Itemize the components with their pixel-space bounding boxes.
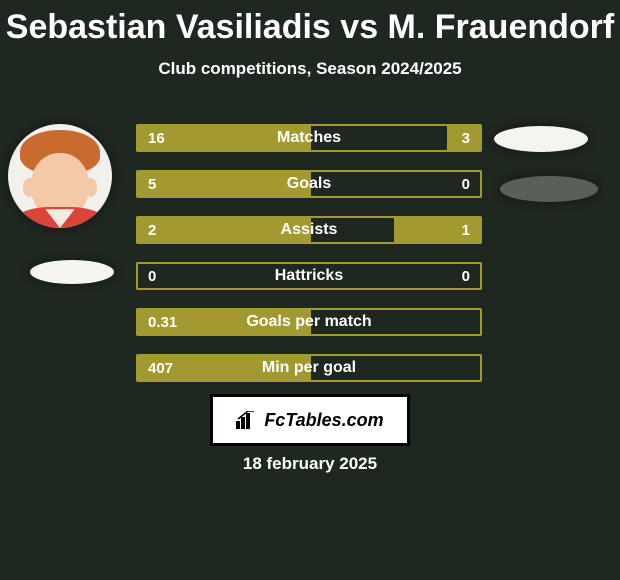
stat-row: 50Goals [136,170,482,198]
brand-text: FcTables.com [264,410,383,431]
stat-label: Min per goal [138,356,480,380]
placeholder-ellipse-left [30,260,114,284]
placeholder-ellipse-right-2 [500,176,598,202]
stats-bars: 163Matches 50Goals 21Assists 00Hattricks 0.3… [136,124,482,400]
stat-label: Goals per match [138,310,480,334]
stat-row: 0.31Goals per match [136,308,482,336]
avatar-face-icon [8,124,112,228]
date-label: 18 february 2025 [0,454,620,474]
subtitle: Club competitions, Season 2024/2025 [0,59,620,79]
stat-label: Hattricks [138,264,480,288]
stat-row: 407Min per goal [136,354,482,382]
stat-label: Assists [138,218,480,242]
bar-chart-icon [236,411,256,429]
placeholder-ellipse-right-1 [494,126,588,152]
stat-label: Matches [138,126,480,150]
stat-row: 21Assists [136,216,482,244]
comparison-card: Sebastian Vasiliadis vs M. Frauendorf Cl… [0,0,620,580]
stat-label: Goals [138,172,480,196]
stat-row: 163Matches [136,124,482,152]
page-title: Sebastian Vasiliadis vs M. Frauendorf [0,0,620,47]
stat-row: 00Hattricks [136,262,482,290]
player-left-avatar [8,124,112,228]
brand-badge: FcTables.com [210,394,410,446]
